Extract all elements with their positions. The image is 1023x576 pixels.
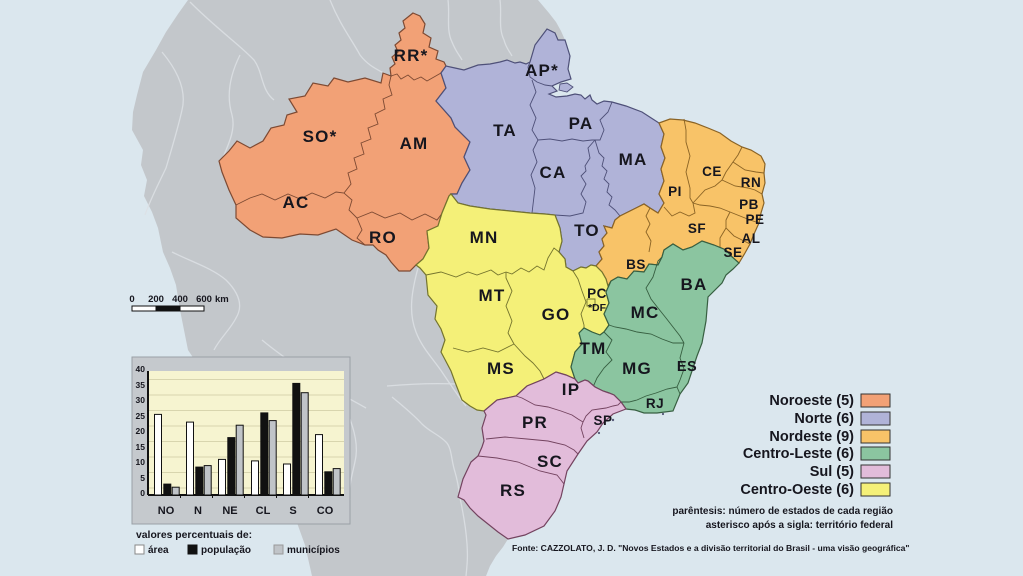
- svg-text:TO: TO: [574, 221, 600, 240]
- svg-text:PA: PA: [569, 114, 594, 133]
- svg-text:parêntesis: número de estados: parêntesis: número de estados de cada re…: [672, 506, 893, 517]
- svg-text:Centro-Leste (6): Centro-Leste (6): [743, 446, 854, 462]
- svg-text:área: área: [148, 545, 169, 556]
- svg-text:25: 25: [136, 411, 146, 421]
- svg-text:*DF: *DF: [588, 302, 607, 314]
- svg-text:RN: RN: [741, 175, 762, 190]
- svg-text:600: 600: [196, 294, 212, 305]
- svg-text:40: 40: [136, 364, 146, 374]
- svg-text:GO: GO: [542, 305, 571, 324]
- svg-text:PB: PB: [739, 197, 759, 212]
- svg-text:35: 35: [136, 380, 146, 390]
- svg-text:AC: AC: [283, 193, 310, 212]
- svg-text:20: 20: [136, 426, 146, 436]
- svg-text:0: 0: [129, 294, 134, 305]
- svg-text:CL: CL: [256, 505, 271, 517]
- svg-text:CO: CO: [317, 505, 334, 517]
- svg-text:RJ: RJ: [646, 396, 664, 411]
- svg-text:PC: PC: [587, 286, 607, 301]
- svg-text:0: 0: [140, 488, 145, 498]
- svg-text:MG: MG: [622, 359, 652, 378]
- svg-text:S: S: [289, 505, 296, 517]
- svg-text:NO: NO: [158, 505, 175, 517]
- svg-text:N: N: [194, 505, 202, 517]
- svg-text:SC: SC: [537, 452, 563, 471]
- svg-text:Nordeste (9): Nordeste (9): [769, 429, 854, 445]
- svg-text:SE: SE: [723, 245, 742, 260]
- svg-text:municípios: municípios: [287, 545, 340, 556]
- svg-text:TM: TM: [580, 339, 607, 358]
- svg-text:TA: TA: [493, 121, 517, 140]
- svg-text:MN: MN: [470, 228, 499, 247]
- svg-text:PE: PE: [745, 212, 764, 227]
- svg-text:valores percentuais de:: valores percentuais de:: [136, 530, 252, 541]
- svg-text:asterisco após a sigla: territ: asterisco após a sigla: território feder…: [706, 520, 894, 531]
- svg-text:MA: MA: [619, 150, 648, 169]
- svg-text:MC: MC: [631, 303, 660, 322]
- svg-text:Norte (6): Norte (6): [794, 411, 854, 427]
- svg-text:ES: ES: [677, 359, 697, 375]
- svg-text:CE: CE: [702, 164, 722, 179]
- svg-text:SF: SF: [688, 221, 706, 236]
- svg-text:RR*: RR*: [394, 46, 429, 65]
- svg-text:Noroeste (5): Noroeste (5): [769, 393, 854, 409]
- svg-text:PR: PR: [522, 413, 548, 432]
- svg-text:AL: AL: [742, 231, 761, 246]
- svg-text:BS: BS: [626, 257, 646, 272]
- svg-text:10: 10: [136, 457, 146, 467]
- svg-text:Sul (5): Sul (5): [810, 464, 854, 480]
- svg-text:Fonte: CAZZOLATO, J. D. "Novos: Fonte: CAZZOLATO, J. D. "Novos Estados e…: [512, 543, 910, 553]
- svg-text:MS: MS: [487, 359, 515, 378]
- svg-text:SP: SP: [593, 413, 612, 428]
- svg-text:PI: PI: [668, 184, 682, 199]
- svg-text:população: população: [201, 545, 251, 556]
- svg-text:400: 400: [172, 294, 188, 305]
- svg-text:SO*: SO*: [303, 127, 338, 146]
- svg-text:200: 200: [148, 294, 164, 305]
- svg-text:IP: IP: [562, 380, 580, 399]
- svg-text:CA: CA: [540, 163, 567, 182]
- svg-text:MT: MT: [479, 286, 506, 305]
- svg-text:km: km: [215, 294, 229, 305]
- svg-text:Centro-Oeste (6): Centro-Oeste (6): [740, 482, 854, 498]
- svg-text:5: 5: [140, 473, 145, 483]
- svg-text:AM: AM: [400, 134, 429, 153]
- svg-text:BA: BA: [681, 275, 708, 294]
- svg-text:RS: RS: [500, 481, 526, 500]
- svg-text:NE: NE: [222, 505, 237, 517]
- svg-text:30: 30: [136, 395, 146, 405]
- svg-text:RO: RO: [369, 228, 397, 247]
- svg-text:15: 15: [136, 442, 146, 452]
- svg-text:AP*: AP*: [525, 61, 559, 80]
